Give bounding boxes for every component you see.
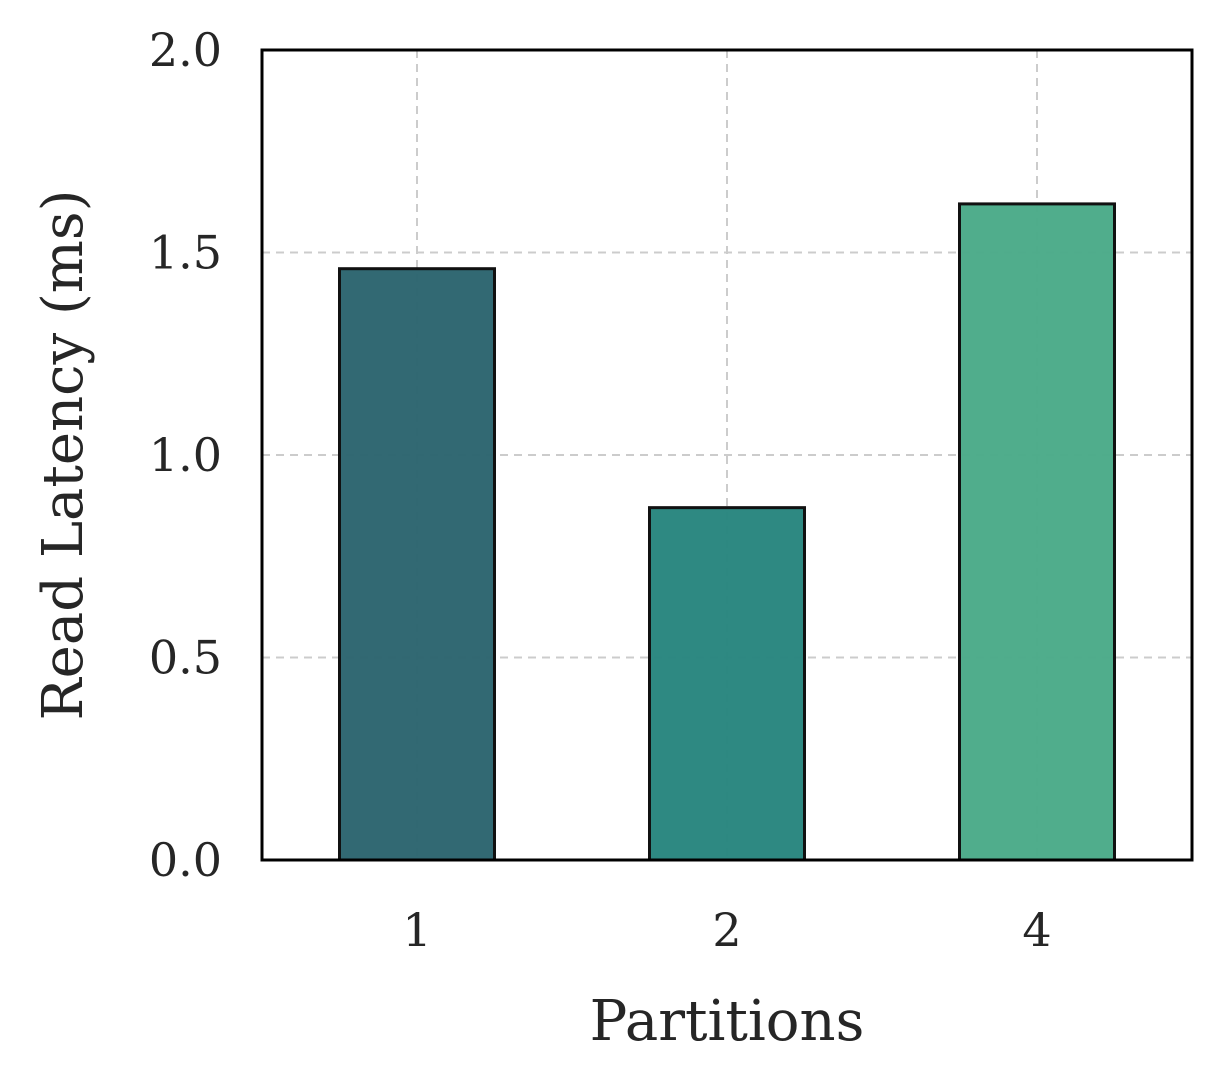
x-tick-labels: 1 2 4: [402, 903, 1051, 957]
y-tick-label: 0.0: [149, 833, 222, 887]
x-tick-label: 4: [1022, 903, 1051, 957]
bar-partitions-4: [958, 202, 1116, 862]
y-axis-label: Read Latency (ms): [31, 190, 96, 721]
plot-frame: [260, 48, 1194, 862]
x-axis-label: Partitions: [590, 989, 865, 1054]
x-tick-label: 1: [402, 903, 431, 957]
bar-partitions-1: [338, 267, 496, 862]
y-tick-label: 1.0: [149, 428, 222, 482]
y-tick-labels: 0.0 0.5 1.0 1.5 2.0: [149, 23, 222, 887]
bar-partitions-2: [648, 506, 806, 862]
x-tick-label: 2: [712, 903, 741, 957]
y-tick-label: 2.0: [149, 23, 222, 77]
y-tick-label: 0.5: [149, 631, 222, 685]
y-tick-label: 1.5: [149, 226, 222, 280]
